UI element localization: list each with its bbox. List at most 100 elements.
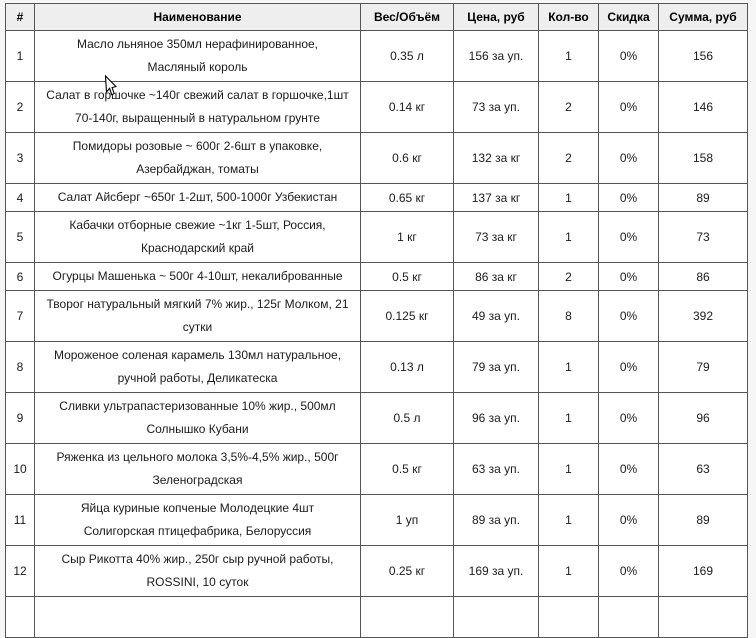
cell-row-number: 11 (5, 494, 35, 546)
table-row: 9 Сливки ультрапастеризованные 10% жир., … (5, 392, 748, 444)
item-name-line: Масляный король (147, 60, 248, 74)
cell-discount (598, 596, 659, 638)
cell-qty: 1 (538, 494, 599, 546)
cell-row-number: 6 (5, 262, 35, 291)
cell-qty: 2 (538, 132, 599, 184)
cell-qty (538, 596, 599, 638)
cell-price: 169 за уп. (453, 545, 539, 597)
cell-price: 63 за уп. (453, 443, 539, 495)
order-table-viewport: # Наименование Вес/Объём Цена, руб Кол-в… (5, 3, 748, 638)
cell-sum: 156 (658, 30, 748, 82)
table-row-partial (5, 596, 748, 638)
cell-discount: 0% (598, 494, 659, 546)
cell-discount: 0% (598, 545, 659, 597)
cell-sum: 86 (658, 262, 748, 291)
table-row: 12 Сыр Рикотта 40% жир., 250г сыр ручной … (5, 545, 748, 597)
cell-item-name: Салат в горшочке ~140г свежий салат в го… (34, 81, 361, 133)
cell-volume: 0.65 кг (360, 183, 454, 212)
cell-price: 73 за уп. (453, 81, 539, 133)
item-name-line: Мороженое соленая карамель 130мл натурал… (53, 348, 342, 362)
cell-item-name: Салат Айсберг ~650г 1-2шт, 500-1000г Узб… (34, 183, 361, 212)
cell-sum: 146 (658, 81, 748, 133)
cell-row-number: 8 (5, 341, 35, 393)
table-row: 3 Помидоры розовые ~ 600г 2-6шт в упаковк… (5, 132, 748, 184)
item-name-line: сутки (182, 320, 213, 334)
cell-sum: 79 (658, 341, 748, 393)
cell-discount: 0% (598, 290, 659, 342)
cell-row-number: 4 (5, 183, 35, 212)
cell-discount: 0% (598, 183, 659, 212)
cell-discount: 0% (598, 211, 659, 263)
cell-price: 132 за кг (453, 132, 539, 184)
cell-sum (658, 596, 748, 638)
cell-discount: 0% (598, 262, 659, 291)
cell-qty: 1 (538, 545, 599, 597)
cell-row-number (5, 596, 35, 638)
cell-volume: 0.5 кг (360, 443, 454, 495)
cell-qty: 1 (538, 392, 599, 444)
table-row: 7 Творог натуральный мягкий 7% жир., 125г… (5, 290, 748, 342)
column-header-qty: Кол-во (538, 3, 599, 31)
cell-price: 73 за кг (453, 211, 539, 263)
column-header-number: # (5, 3, 35, 31)
table-header-row: # Наименование Вес/Объём Цена, руб Кол-в… (5, 3, 748, 31)
item-name-line: Сливки ультрапастеризованные 10% жир., 5… (59, 399, 336, 413)
order-items-table: # Наименование Вес/Объём Цена, руб Кол-в… (5, 3, 748, 638)
cell-item-name: Помидоры розовые ~ 600г 2-6шт в упаковке… (34, 132, 361, 184)
cell-qty: 2 (538, 81, 599, 133)
column-header-price: Цена, руб (453, 3, 539, 31)
table-row: 8 Мороженое соленая карамель 130мл натура… (5, 341, 748, 393)
cell-discount: 0% (598, 392, 659, 444)
table-row: 4 Салат Айсберг ~650г 1-2шт, 500-1000г Уз… (5, 183, 748, 212)
table-row: 5 Кабачки отборные свежие ~1кг 1-5шт, Рос… (5, 211, 748, 263)
cell-sum: 169 (658, 545, 748, 597)
table-row: 11 Яйца куриные копченые Молодецкие 4шт Со… (5, 494, 748, 546)
item-name-line: Сыр Рикотта 40% жир., 250г сыр ручной ра… (61, 552, 334, 566)
item-name-line: Масло льняное 350мл нерафинированное, (77, 37, 318, 51)
cell-sum: 96 (658, 392, 748, 444)
cell-item-name: Творог натуральный мягкий 7% жир., 125г … (34, 290, 361, 342)
item-name-line: Салат в горшочке ~140г свежий салат в го… (46, 88, 349, 102)
cell-volume: 0.6 кг (360, 132, 454, 184)
cell-volume (360, 596, 454, 638)
item-name-line: ROSSINI, 10 суток (146, 575, 249, 589)
cell-price: 79 за уп. (453, 341, 539, 393)
cell-item-name: Масло льняное 350мл нерафинированное, Мас… (34, 30, 361, 82)
item-name-line: ручной работы, Деликатеска (117, 371, 278, 385)
cell-discount: 0% (598, 443, 659, 495)
cell-row-number: 7 (5, 290, 35, 342)
cell-price: 49 за уп. (453, 290, 539, 342)
cell-discount: 0% (598, 341, 659, 393)
cell-price: 137 за кг (453, 183, 539, 212)
cell-price: 86 за кг (453, 262, 539, 291)
cell-item-name: Яйца куриные копченые Молодецкие 4шт Соли… (34, 494, 361, 546)
item-name-line: Зеленоградская (152, 473, 243, 487)
cell-price: 96 за уп. (453, 392, 539, 444)
cell-row-number: 3 (5, 132, 35, 184)
column-header-name: Наименование (34, 3, 361, 31)
cell-price: 89 за уп. (453, 494, 539, 546)
cell-item-name (34, 596, 361, 638)
cell-row-number: 9 (5, 392, 35, 444)
item-name-line: Салат Айсберг ~650г 1-2шт, 500-1000г Узб… (57, 190, 338, 204)
cell-qty: 1 (538, 30, 599, 82)
cell-volume: 0.13 л (360, 341, 454, 393)
item-name-line: Солнышко Кубани (146, 422, 249, 436)
cell-volume: 0.35 л (360, 30, 454, 82)
cell-qty: 1 (538, 183, 599, 212)
item-name-line: Творог натуральный мягкий 7% жир., 125г … (46, 297, 349, 311)
item-name-line: Краснодарский край (140, 241, 254, 255)
cell-row-number: 2 (5, 81, 35, 133)
cell-row-number: 5 (5, 211, 35, 263)
cell-discount: 0% (598, 132, 659, 184)
cell-row-number: 10 (5, 443, 35, 495)
cell-item-name: Мороженое соленая карамель 130мл натурал… (34, 341, 361, 393)
cell-sum: 89 (658, 183, 748, 212)
table-row: 2 Салат в горшочке ~140г свежий салат в г… (5, 81, 748, 133)
table-row: 6 Огурцы Машенька ~ 500г 4-10шт, некалибр… (5, 262, 748, 291)
cell-price (453, 596, 539, 638)
item-name-line: Ряженка из цельного молока 3,5%-4,5% жир… (56, 450, 339, 464)
cell-volume: 0.14 кг (360, 81, 454, 133)
cell-sum: 392 (658, 290, 748, 342)
cell-sum: 158 (658, 132, 748, 184)
